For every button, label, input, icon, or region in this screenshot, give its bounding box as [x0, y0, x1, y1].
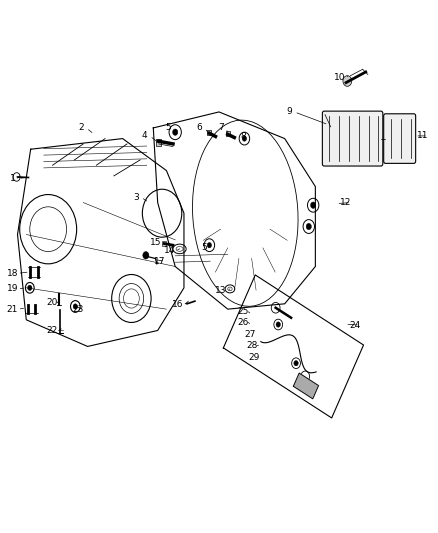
Text: 28: 28: [246, 341, 258, 350]
Polygon shape: [293, 373, 318, 399]
Text: 24: 24: [349, 321, 360, 329]
Text: 5: 5: [166, 124, 172, 132]
Text: 2: 2: [78, 124, 84, 132]
Text: 19: 19: [7, 285, 18, 293]
FancyBboxPatch shape: [322, 111, 383, 166]
Text: 6: 6: [196, 124, 202, 132]
Circle shape: [311, 202, 316, 208]
Circle shape: [73, 304, 78, 309]
Text: 4: 4: [142, 132, 147, 140]
Text: 25: 25: [237, 308, 249, 316]
Bar: [156, 139, 161, 146]
Circle shape: [173, 129, 178, 135]
Text: 8: 8: [240, 133, 246, 141]
Bar: [162, 241, 166, 246]
Circle shape: [343, 76, 352, 86]
Text: 11: 11: [417, 132, 428, 140]
Bar: [207, 130, 211, 135]
Circle shape: [242, 136, 247, 141]
Text: 1: 1: [10, 174, 16, 183]
Text: 13: 13: [215, 286, 227, 295]
Text: 14: 14: [164, 246, 176, 255]
Text: 26: 26: [237, 318, 249, 327]
Text: 3: 3: [133, 193, 139, 201]
Text: 10: 10: [334, 73, 345, 82]
Text: 16: 16: [172, 301, 183, 309]
Text: 20: 20: [46, 298, 57, 307]
Text: 9: 9: [286, 108, 292, 116]
Text: 22: 22: [46, 326, 57, 335]
Circle shape: [306, 223, 311, 230]
Text: 15: 15: [150, 238, 161, 247]
Circle shape: [207, 243, 212, 248]
Text: 5: 5: [201, 244, 207, 252]
Text: 27: 27: [244, 330, 255, 339]
FancyBboxPatch shape: [384, 114, 416, 163]
Text: 7: 7: [218, 124, 224, 132]
Text: 18: 18: [7, 269, 18, 278]
Circle shape: [143, 252, 149, 259]
Text: 17: 17: [154, 257, 166, 265]
Circle shape: [276, 322, 280, 327]
Text: 23: 23: [72, 305, 84, 313]
Text: 21: 21: [7, 305, 18, 313]
Circle shape: [28, 285, 32, 290]
Circle shape: [294, 360, 298, 366]
Bar: [226, 131, 230, 136]
Text: 29: 29: [248, 353, 260, 361]
Text: 12: 12: [340, 198, 352, 207]
